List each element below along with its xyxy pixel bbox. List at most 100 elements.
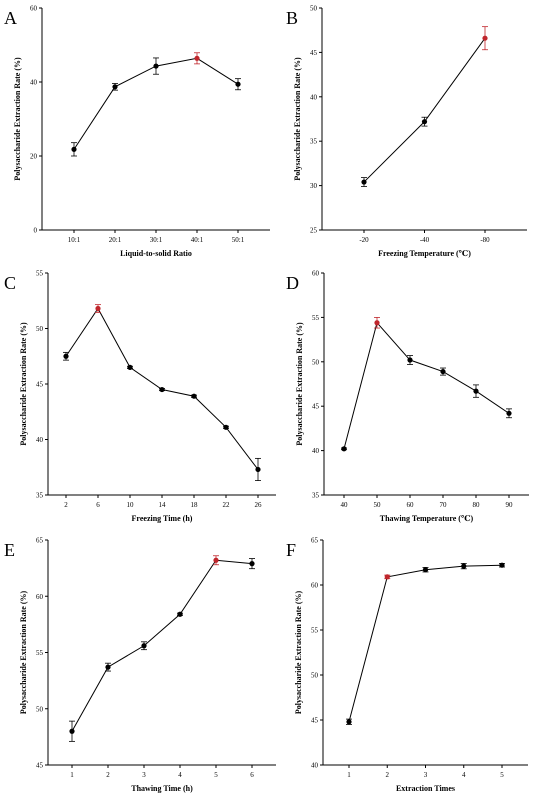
data-point [69, 728, 75, 734]
y-tick-label: 60 [30, 5, 38, 13]
y-tick-label: 30 [310, 182, 318, 190]
data-point [255, 466, 261, 473]
y-axis-title: Polysaccharide Extraction Rate (%) [293, 57, 302, 181]
x-tick-label: -80 [480, 236, 490, 244]
data-point [153, 63, 159, 69]
y-tick-label: 50 [36, 325, 44, 333]
y-tick-label: 55 [36, 270, 44, 278]
data-point [440, 368, 446, 375]
x-tick-label: 60 [407, 501, 415, 509]
y-tick-label: 25 [310, 227, 318, 235]
x-tick-label: 3 [142, 771, 146, 779]
x-tick-label: 6 [250, 771, 254, 779]
x-tick-label: 2 [386, 771, 390, 779]
y-tick-label: 40 [310, 93, 318, 101]
x-tick-label: 5 [500, 771, 504, 779]
series-line [348, 564, 503, 722]
x-tick-label: 40 [341, 501, 349, 509]
y-tick-label: 60 [312, 270, 320, 278]
y-tick-label: 0 [34, 227, 38, 235]
x-tick-label: 26 [255, 501, 263, 509]
y-axis-title: Polysaccharide Extraction Rate (%) [294, 591, 303, 715]
y-tick-label: 35 [310, 138, 318, 146]
y-tick-label: 45 [36, 381, 44, 389]
data-point [407, 357, 413, 363]
x-tick-label: -40 [420, 236, 430, 244]
series-line [363, 37, 486, 183]
y-tick-label: 55 [312, 314, 320, 322]
y-tick-label: 40 [36, 436, 44, 444]
x-tick-label: 50 [374, 501, 382, 509]
x-axis-title: Extraction Times [396, 784, 455, 793]
y-tick-label: 20 [30, 153, 38, 161]
y-tick-label: 50 [311, 672, 319, 680]
data-point [223, 424, 229, 430]
x-axis-title: Thawing Time (h) [131, 784, 193, 793]
panel-letter: F [286, 540, 296, 560]
x-tick-label: 3 [424, 771, 428, 779]
data-point-optimum [384, 574, 390, 580]
x-tick-label: 6 [96, 501, 100, 509]
panel-letter: C [4, 273, 16, 293]
x-axis-title: Freezing Temperature (℃) [378, 249, 471, 258]
y-tick-label: 55 [311, 627, 319, 635]
x-tick-label: -20 [359, 236, 369, 244]
x-tick-label: 14 [159, 501, 167, 509]
data-point [461, 563, 467, 569]
panel-letter: A [4, 8, 17, 28]
data-point-optimum [374, 320, 380, 326]
data-point [499, 562, 505, 568]
x-tick-label: 90 [506, 501, 514, 509]
y-tick-label: 40 [312, 447, 320, 455]
data-point-optimum [482, 35, 488, 41]
data-point [341, 446, 347, 452]
panel-a: A 0 20 40 60 10:1 20:1 30:1 40:1 50:1 Liquid-to-so… [4, 5, 270, 258]
data-point [159, 386, 165, 393]
x-tick-label: 30:1 [150, 236, 163, 244]
x-tick-label: 4 [178, 771, 182, 779]
data-point [422, 567, 429, 573]
y-axis-title: Polysaccharide Extraction Rate (%) [295, 322, 304, 446]
data-point [361, 179, 367, 185]
x-tick-label: 10 [127, 501, 135, 509]
data-point-optimum [194, 55, 200, 61]
x-tick-label: 70 [440, 501, 448, 509]
x-tick-label: 80 [473, 501, 481, 509]
y-tick-label: 60 [311, 582, 319, 590]
data-point [177, 611, 183, 617]
y-axis-title: Polysaccharide Extraction Rate (%) [19, 591, 28, 715]
data-point [141, 643, 147, 649]
y-axis-title: Polysaccharide Extraction Rate (%) [19, 322, 28, 446]
x-tick-label: 1 [70, 771, 74, 779]
panel-letter: E [4, 540, 15, 560]
x-tick-label: 1 [347, 771, 351, 779]
x-tick-label: 40:1 [191, 236, 204, 244]
data-point [249, 561, 255, 567]
data-point [191, 393, 197, 399]
x-axis-title: Liquid-to-solid Ratio [120, 249, 192, 258]
data-point [112, 84, 118, 90]
x-tick-label: 4 [462, 771, 466, 779]
data-point-optimum [213, 557, 219, 563]
y-tick-label: 50 [310, 5, 318, 13]
panel-letter: B [286, 8, 298, 28]
data-point [105, 664, 111, 670]
y-tick-label: 45 [36, 762, 44, 770]
data-point [346, 719, 352, 725]
data-point [473, 388, 479, 394]
y-tick-label: 50 [36, 705, 44, 713]
series-line [71, 559, 253, 732]
series-line [343, 321, 510, 449]
y-tick-label: 40 [311, 762, 319, 770]
x-axis-title: Freezing Time (h) [132, 514, 193, 523]
panel-d: D 35 40 45 50 55 60 40 50 60 70 80 90 Thawing Tempera… [286, 270, 529, 523]
y-tick-label: 35 [312, 492, 320, 500]
x-tick-label: 20:1 [109, 236, 122, 244]
panel-b: B 25 30 35 40 45 50 -20 -40 -80 Freezing Temperatu… [286, 5, 527, 258]
y-tick-label: 40 [30, 79, 38, 87]
data-point [63, 353, 69, 359]
x-tick-label: 22 [223, 501, 231, 509]
x-tick-label: 18 [191, 501, 199, 509]
